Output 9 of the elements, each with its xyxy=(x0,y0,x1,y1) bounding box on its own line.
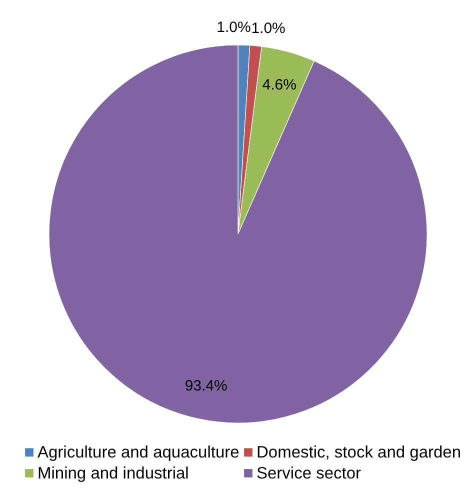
data-label: 93.4% xyxy=(184,378,228,395)
legend-label: Agriculture and aquaculture xyxy=(38,443,240,462)
data-label: 1.0% xyxy=(216,19,251,36)
data-label: 4.6% xyxy=(262,76,296,94)
legend-label: Service sector xyxy=(256,464,362,482)
pie-slice xyxy=(48,44,428,424)
legend-label: Domestic, stock and garden xyxy=(256,443,462,462)
legend-label: Mining and industrial xyxy=(38,464,189,482)
data-label: 1.0% xyxy=(251,20,286,37)
